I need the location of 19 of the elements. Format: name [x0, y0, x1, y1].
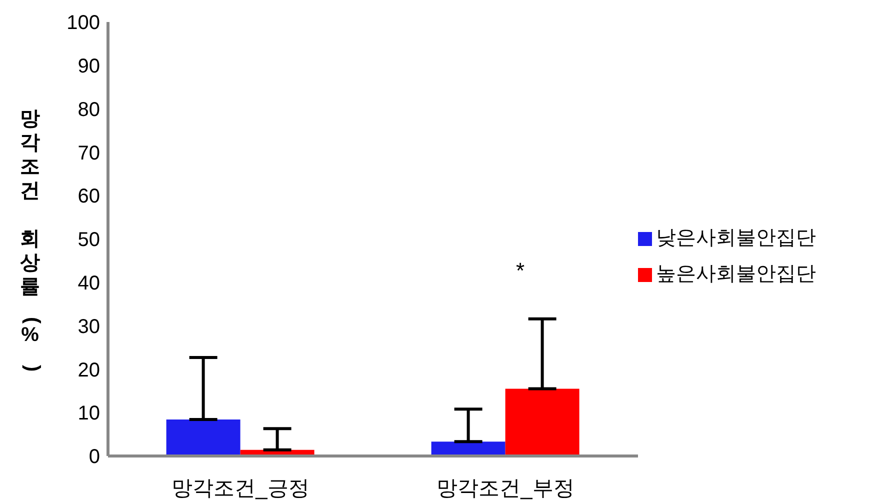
- y-tick-label: 90: [78, 56, 100, 78]
- legend-label: 높은사회불안집단: [656, 263, 816, 285]
- y-tick-label: 100: [66, 12, 100, 34]
- annotation: *: [516, 258, 525, 284]
- x-tick-label: 망각조건_부정: [436, 476, 574, 500]
- bar: [166, 420, 240, 456]
- legend-label: 낮은사회불안집단: [656, 227, 816, 249]
- y-tick-label: 70: [78, 142, 100, 164]
- x-tick-label: 망각조건_긍정: [172, 476, 310, 500]
- y-tick-label: 0: [88, 446, 100, 468]
- y-tick-label: 80: [78, 98, 100, 121]
- text: 망각조건 회상률(%): [20, 108, 44, 372]
- bar: [505, 388, 580, 456]
- y-tick-label: 10: [78, 402, 100, 425]
- y-tick-label: 50: [78, 229, 100, 252]
- y-tick-label: 30: [78, 316, 100, 338]
- y-tick-label: 60: [78, 186, 100, 208]
- y-tick-label: 20: [78, 359, 100, 382]
- y-tick-label: 40: [78, 272, 100, 294]
